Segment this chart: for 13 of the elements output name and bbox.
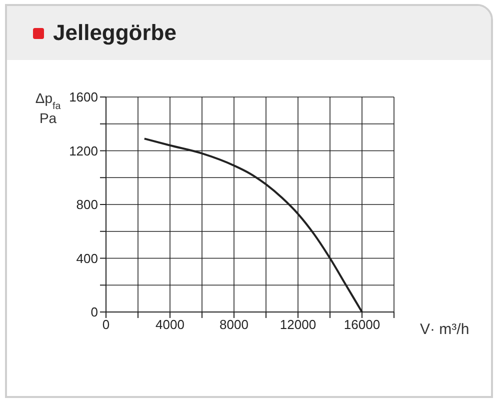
y-tick-label: 1200	[69, 143, 98, 158]
x-tick-label: 12000	[280, 317, 316, 332]
chart-title: Jelleggörbe	[53, 20, 176, 46]
y-tick-label: 800	[76, 197, 98, 212]
y-tick-label: 400	[76, 250, 98, 266]
y-tick-label: 0	[90, 304, 98, 320]
x-tick-label: 4000	[156, 317, 184, 332]
y-axis-title: Δp$_{fa}$ Pa	[35, 90, 62, 126]
y-tick-label: 1600	[69, 90, 98, 105]
x-tick-label: 0	[102, 317, 110, 332]
x-tick-label: 8000	[220, 317, 248, 332]
x-axis-title: V· m³/h	[420, 321, 470, 338]
x-tick-label: 16000	[344, 317, 380, 332]
